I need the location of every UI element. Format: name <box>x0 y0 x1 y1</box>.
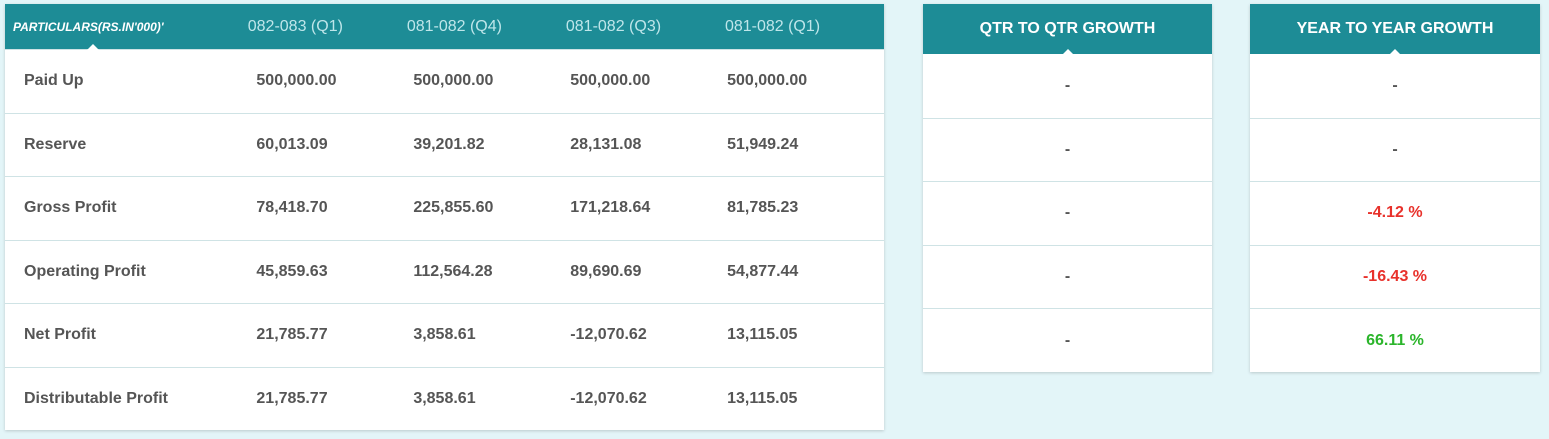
row-label: Paid Up <box>24 72 84 90</box>
table-header: PARTICULARS(RS.IN'000)' 082-083 (Q1) 081… <box>5 4 884 50</box>
cell-value: 500,000.00 <box>413 72 494 90</box>
cell-value: 171,218.64 <box>570 199 651 217</box>
qtr-growth-value: - <box>1064 76 1071 94</box>
cell-value: 21,785.77 <box>256 326 328 344</box>
period-header-2[interactable]: 081-082 (Q4) <box>406 17 502 35</box>
row-label: Gross Profit <box>24 199 117 217</box>
cell-value: 3,858.61 <box>413 389 476 407</box>
cell-value: 51,949.24 <box>727 135 799 153</box>
cell-value: 500,000.00 <box>727 72 808 90</box>
cell-value: 13,115.05 <box>727 389 798 407</box>
cell-value: -12,070.62 <box>570 389 647 407</box>
cell-value: -12,070.62 <box>570 326 647 344</box>
qtr-growth-title: QTR TO QTR GROWTH <box>923 4 1212 55</box>
cell-value: 54,877.44 <box>727 262 799 280</box>
qtr-growth-value: - <box>923 244 1212 309</box>
cell-value: 89,690.69 <box>570 262 642 280</box>
cell-value: 500,000.00 <box>570 72 651 90</box>
cell-value: 78,418.70 <box>256 199 328 217</box>
cell-value: 21,785.77 <box>256 389 328 407</box>
period-header-3[interactable]: 081-082 (Q3) <box>565 17 662 35</box>
table-row: Reserve 60,013.09 39,201.82 28,131.08 51… <box>5 112 884 177</box>
row-label: Distributable Profit <box>24 389 169 407</box>
particulars-header: PARTICULARS(RS.IN'000)' <box>13 19 164 34</box>
row-label: Reserve <box>24 135 87 153</box>
table-row: Net Profit 21,785.77 3,858.61 -12,070.62… <box>5 303 884 367</box>
cell-value: 3,858.61 <box>413 326 476 344</box>
table-row: Paid Up 500,000.00 500,000.00 500,000.00… <box>5 49 884 113</box>
qtr-growth-value: - <box>923 181 1212 245</box>
qtr-growth-value: - <box>923 117 1212 182</box>
yoy-growth-value: - <box>1392 76 1398 94</box>
yoy-growth-value: -16.43 % <box>1250 244 1540 309</box>
qtr-growth-panel: QTR TO QTR GROWTH - - - - - <box>923 4 1212 372</box>
table-row: Operating Profit 45,859.63 112,564.28 89… <box>5 239 884 304</box>
cell-value: 81,785.23 <box>727 199 799 217</box>
yoy-growth-value: -4.12 % <box>1250 181 1540 245</box>
cell-value: 45,859.63 <box>256 262 328 280</box>
yoy-growth-value: 66.11 % <box>1250 308 1540 372</box>
row-label: Net Profit <box>24 326 96 344</box>
table-row: Gross Profit 78,418.70 225,855.60 171,21… <box>5 176 884 240</box>
cell-value: 112,564.28 <box>413 262 493 280</box>
cell-value: 39,201.82 <box>413 135 485 153</box>
financials-table: PARTICULARS(RS.IN'000)' 082-083 (Q1) 081… <box>5 4 884 430</box>
row-label: Operating Profit <box>24 262 146 280</box>
cell-value: 60,013.09 <box>256 135 328 153</box>
cell-value: 500,000.00 <box>256 72 337 90</box>
period-header-1[interactable]: 082-083 (Q1) <box>247 17 343 35</box>
table-row: Distributable Profit 21,785.77 3,858.61 … <box>5 366 884 431</box>
period-header-4[interactable]: 081-082 (Q1) <box>724 17 821 35</box>
yoy-growth-title: YEAR TO YEAR GROWTH <box>1250 4 1540 55</box>
qtr-growth-value: - <box>923 308 1212 372</box>
cell-value: 13,115.05 <box>727 326 798 344</box>
cell-value: 28,131.08 <box>570 135 642 153</box>
yoy-growth-panel: YEAR TO YEAR GROWTH - - -4.12 % -16.43 %… <box>1250 4 1540 372</box>
yoy-growth-value: - <box>1250 117 1540 182</box>
cell-value: 225,855.60 <box>413 199 494 217</box>
